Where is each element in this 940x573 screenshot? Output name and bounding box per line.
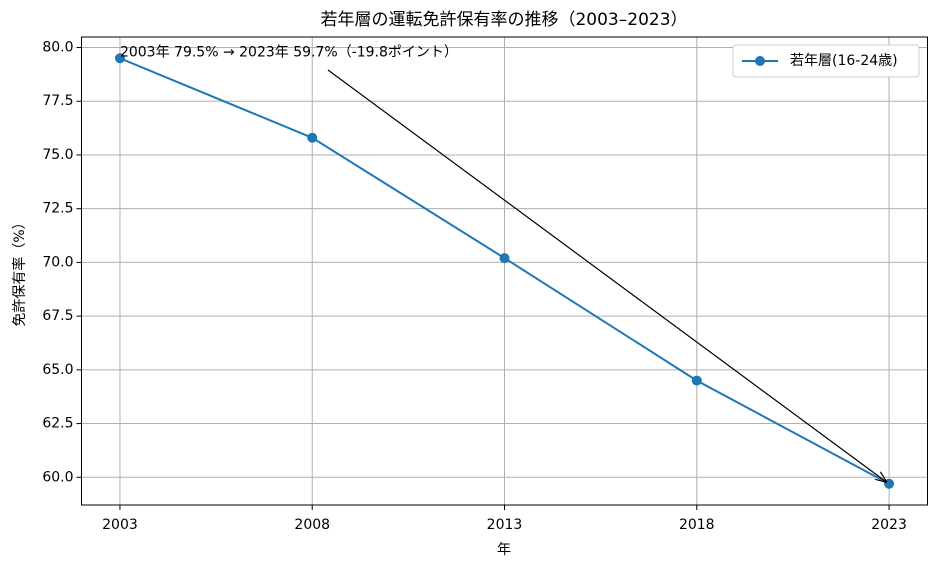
x-tick-label: 2003 <box>102 517 138 533</box>
data-point <box>307 132 318 143</box>
y-tick-label: 62.5 <box>42 416 73 432</box>
y-tick-label: 77.5 <box>42 93 73 109</box>
data-point <box>114 53 125 64</box>
data-point <box>499 253 510 264</box>
x-tick-label: 2018 <box>679 517 715 533</box>
plot-frame <box>81 36 928 506</box>
y-tick-label: 70.0 <box>42 254 73 270</box>
legend-label: 若年層(16-24歳) <box>790 53 898 69</box>
annotation: 2003年 79.5% → 2023年 59.7%（-19.8ポイント） <box>120 44 458 60</box>
x-tick-label: 2008 <box>294 517 330 533</box>
y-tick-label: 60.0 <box>42 469 73 485</box>
y-tick-label: 75.0 <box>42 147 73 163</box>
legend-marker <box>755 56 765 66</box>
y-tick-label: 65.0 <box>42 362 73 378</box>
y-tick-label: 67.5 <box>42 308 73 324</box>
legend-box <box>732 44 920 78</box>
chart-title: 若年層の運転免許保有率の推移（2003–2023） <box>320 10 687 30</box>
y-tick-label: 80.0 <box>42 40 73 56</box>
x-axis-label: 年 <box>497 542 511 558</box>
x-tick-label: 2013 <box>487 517 523 533</box>
x-tick-label: 2023 <box>871 517 907 533</box>
y-tick-label: 72.5 <box>42 201 73 217</box>
y-axis-label: 免許保有率（%） <box>11 215 28 326</box>
data-point <box>691 375 702 386</box>
annotation-arrow <box>327 69 886 482</box>
data-point <box>884 478 895 489</box>
legend: 若年層(16-24歳) <box>732 44 920 78</box>
